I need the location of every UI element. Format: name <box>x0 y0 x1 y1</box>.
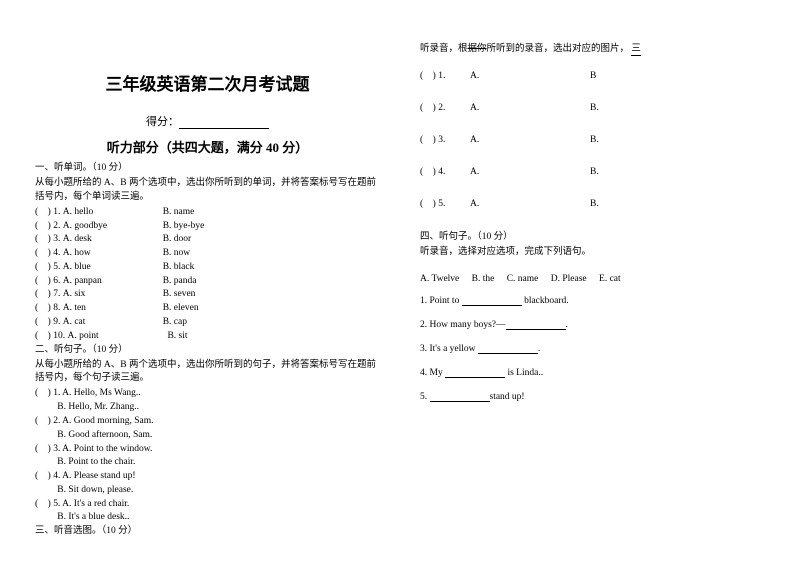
sec4-options: A. Twelve B. the C. name D. Please E. ca… <box>420 274 765 284</box>
sec2-item-b: B. Hello, Mr. Zhang.. <box>35 401 380 415</box>
sec2-item-a: ( ) 4. A. Please stand up! <box>35 470 380 484</box>
sec3-topline-a: 听录音，根 <box>420 44 468 54</box>
sec1-instruction: 从每小题所给的 A、B 两个选项中，选出你所听到的单词，并将答案标号写在题前括号… <box>35 177 380 204</box>
sec1-item: ( ) 1. A. helloB. name <box>35 206 380 220</box>
sec1-item: ( ) 5. A. blueB. black <box>35 261 380 275</box>
sec1-item: ( ) 8. A. tenB. eleven <box>35 302 380 316</box>
sec4-sentence: 1. Point to blackboard. <box>420 296 765 306</box>
sec2-item-a: ( ) 1. A. Hello, Ms Wang.. <box>35 387 380 401</box>
sec3-row: ( ) 1.A.B <box>420 71 765 81</box>
sec4-sentences: 1. Point to blackboard. 2. How many boys?… <box>420 296 765 402</box>
sec4-sentence: 4. My is Linda.. <box>420 368 765 378</box>
sec3-row: ( ) 4.A.B. <box>420 167 765 177</box>
sec1-item: ( ) 9. A. catB. cap <box>35 316 380 330</box>
sec2-item-b: B. Point to the chair. <box>35 456 380 470</box>
left-column: 三年级英语第二次月考试题 得分： 听力部分（共四大题，满分 40 分） 一、听单… <box>25 30 400 545</box>
sec2-item-b: B. It's a blue desk.. <box>35 511 380 525</box>
sec1-items: ( ) 1. A. helloB. name( ) 2. A. goodbyeB… <box>35 206 380 344</box>
sec2-item-a: ( ) 3. A. Point to the window. <box>35 443 380 457</box>
sec1-heading: 一、听单词。（10 分） <box>35 162 380 175</box>
sec1-item: ( ) 2. A. goodbyeB. bye-bye <box>35 220 380 234</box>
sec1-item: ( ) 4. A. howB. now <box>35 247 380 261</box>
sec1-item: ( ) 7. A. sixB. seven <box>35 288 380 302</box>
score-line: 得分： <box>35 113 380 129</box>
sec4-sentence: 5. stand up! <box>420 392 765 402</box>
sec4-heading: 四、听句子。（10 分） <box>420 231 765 244</box>
sec2-item-b: B. Sit down, please. <box>35 484 380 498</box>
sec3-instruction: 听录音，根据你所听到的录音，选出对应的图片， 三 <box>420 40 765 56</box>
sec2-item-b: B. Good afternoon, Sam. <box>35 429 380 443</box>
sec1-item: ( ) 6. A. panpanB. panda <box>35 275 380 289</box>
sec3-heading: 三、听音选图。（10 分） <box>35 525 380 538</box>
opt-e: E. cat <box>599 274 621 284</box>
sec2-heading: 二、听句子。（10 分） <box>35 344 380 357</box>
opt-b: B. the <box>472 274 495 284</box>
sec3-row: ( ) 3.A.B. <box>420 135 765 145</box>
sec4-sentence: 2. How many boys?—. <box>420 320 765 330</box>
sec2-instruction: 从每小题所给的 A、B 两个选项中，选出你所听到的句子，并将答案标号写在题前括号… <box>35 359 380 386</box>
sec2-item-a: ( ) 2. A. Good morning, Sam. <box>35 415 380 429</box>
opt-a: A. Twelve <box>420 274 459 284</box>
sec3-row: ( ) 5.A.B. <box>420 199 765 209</box>
right-column: 听录音，根据你所听到的录音，选出对应的图片， 三 ( ) 1.A.B ( ) 2.… <box>400 30 775 545</box>
sec1-item: ( ) 10. A. pointB. sit <box>35 330 380 344</box>
sec3-row: ( ) 2.A.B. <box>420 103 765 113</box>
listening-section-title: 听力部分（共四大题，满分 40 分） <box>35 137 380 156</box>
score-underline <box>179 118 269 129</box>
sec3-topline-b: 所听到的录音，选出对应的图片， <box>487 44 630 54</box>
sec3-bottomline: 三 <box>631 40 641 56</box>
sec2-item-a: ( ) 5. A. It's a red chair. <box>35 498 380 512</box>
exam-title: 三年级英语第二次月考试题 <box>35 70 380 95</box>
sec1-item: ( ) 3. A. deskB. door <box>35 233 380 247</box>
sec2-items: ( ) 1. A. Hello, Ms Wang.. B. Hello, Mr.… <box>35 387 380 525</box>
score-label: 得分： <box>146 116 179 128</box>
opt-d: D. Please <box>551 274 587 284</box>
sec3-rows: ( ) 1.A.B ( ) 2.A.B. ( ) 3.A.B. ( ) 4.A.B. (… <box>420 71 765 209</box>
sec4-instruction: 听录音，选择对应选项，完成下列语句。 <box>420 246 765 259</box>
sec3-topline-strike: 据你 <box>468 44 487 54</box>
sec4-sentence: 3. It's a yellow . <box>420 344 765 354</box>
opt-c: C. name <box>507 274 539 284</box>
